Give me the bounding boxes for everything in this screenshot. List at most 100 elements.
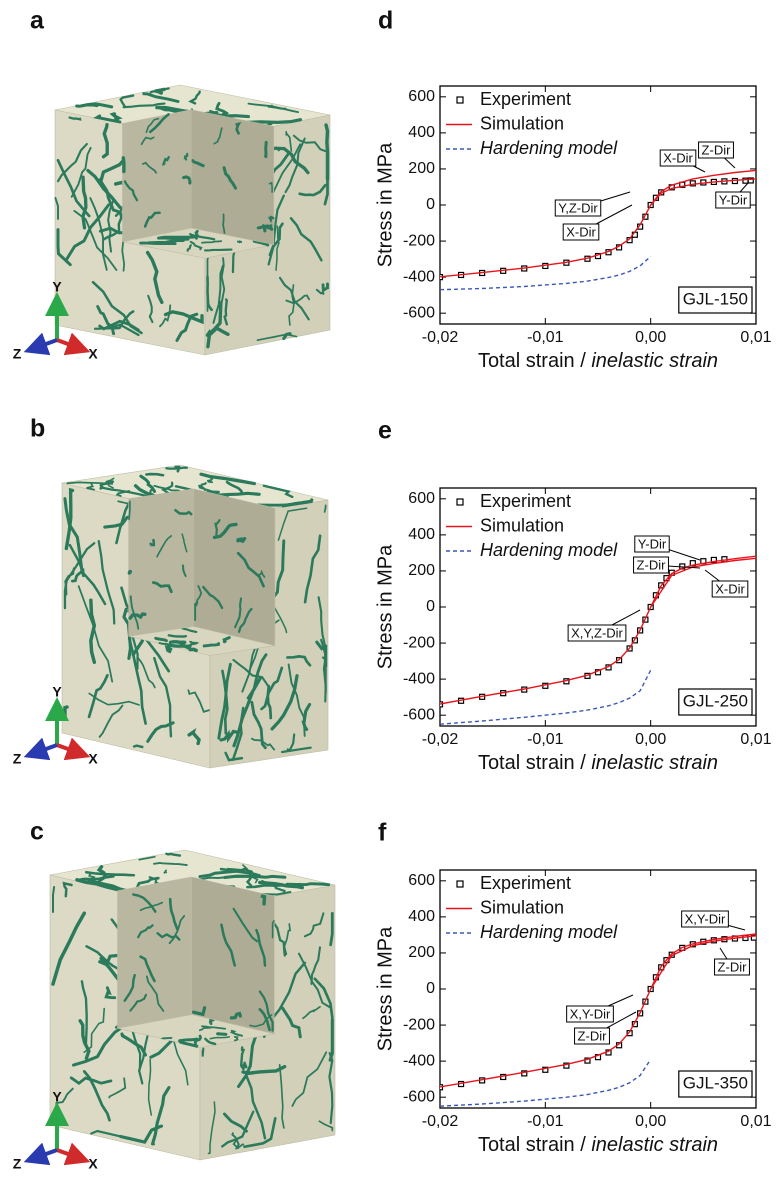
axis-arrow: [57, 340, 79, 348]
x-tick-label: 0,01: [740, 731, 771, 748]
graphite-streak: [141, 243, 176, 244]
grade-label: GJL-250: [679, 689, 752, 715]
y-tick-label: 400: [408, 124, 435, 141]
x-tick-label: -0,01: [527, 329, 564, 346]
x-tick-label: -0,02: [422, 731, 459, 748]
graphite-streak: [287, 884, 329, 885]
y-tick-label: -200: [403, 232, 435, 249]
x-axis-label-part: Total strain /: [478, 1134, 591, 1156]
panel-label: b: [30, 415, 45, 443]
cube-notch-face: [118, 877, 192, 1028]
annotation-label: X,Y-Dir: [570, 1006, 611, 1021]
axis-arrow: [35, 745, 57, 753]
annotation-label: Z-Dir: [578, 1028, 608, 1043]
y-tick-label: 0: [426, 980, 435, 997]
grade-label: GJL-150: [679, 287, 752, 313]
grade-label: GJL-350: [679, 1071, 752, 1097]
y-tick-label: -400: [403, 1052, 435, 1069]
triad-label: X: [88, 1156, 98, 1172]
annotation-label: X-Dir: [566, 224, 596, 239]
triad-label: Z: [13, 1156, 22, 1172]
panel-label: a: [30, 7, 45, 35]
cube-notch-face: [123, 110, 192, 242]
axis-arrow: [57, 1150, 79, 1158]
axis-arrow: [35, 1150, 57, 1158]
legend-label: Experiment: [480, 491, 571, 511]
hardening-line: [440, 670, 651, 724]
x-axis-label-part: inelastic strain: [591, 1134, 718, 1156]
annotation-label: Z-Dir: [718, 959, 748, 974]
triad-label: Y: [52, 279, 62, 295]
graphite-streak: [326, 125, 327, 179]
x-axis-label-part: inelastic strain: [591, 350, 718, 372]
y-tick-label: -600: [403, 706, 435, 723]
graphite-streak: [77, 105, 97, 106]
x-tick-label: -0,02: [422, 1113, 459, 1130]
y-axis-label: Stress in MPa: [374, 926, 396, 1051]
graphite-streak: [70, 118, 81, 120]
legend-label: Experiment: [480, 873, 571, 893]
legend-label: Hardening model: [480, 540, 618, 560]
x-axis-label: Total strain / inelastic strain: [478, 752, 718, 774]
graphite-streak: [205, 250, 231, 251]
cube: Y Z X: [13, 850, 335, 1172]
legend-marker: [457, 881, 463, 887]
annotation: X,Y,Z-Dir: [568, 610, 640, 641]
annotation-label: Y,Z-Dir: [558, 200, 598, 215]
graphite-streak: [159, 238, 189, 239]
chart: -600-400-2000200400600-0,02-0,010,000,01…: [374, 488, 771, 774]
annotation-label: Y-Dir: [638, 536, 667, 551]
annotation: Z-Dir: [699, 142, 735, 168]
cube: Y Z X: [13, 85, 330, 362]
graphite-streak: [163, 1038, 171, 1039]
x-tick-label: 0,01: [740, 329, 771, 346]
y-tick-label: 400: [408, 526, 435, 543]
triad-label: Y: [52, 1089, 62, 1105]
x-tick-label: 0,00: [635, 329, 666, 346]
panel-label: d: [378, 7, 393, 35]
y-tick-label: 600: [408, 88, 435, 105]
graphite-streak: [53, 887, 54, 912]
graphite-streak: [146, 474, 163, 475]
x-axis-label: Total strain / inelastic strain: [478, 1134, 718, 1156]
annotation-label: Y-Dir: [719, 192, 748, 207]
graphite-streak: [129, 571, 130, 574]
y-tick-label: -200: [403, 1016, 435, 1033]
grade-text: GJL-150: [683, 289, 748, 308]
y-tick-label: 200: [408, 160, 435, 177]
x-axis-label-part: inelastic strain: [591, 752, 718, 774]
figure: abcdefYZXYZXYZX-600-400-2000200400600-0,…: [0, 0, 776, 1181]
annotation: Y-Dir: [635, 536, 700, 560]
triad-label: X: [88, 346, 98, 362]
y-tick-label: -200: [403, 634, 435, 651]
graphite-streak: [210, 1020, 212, 1024]
y-tick-label: 600: [408, 872, 435, 889]
cube-notch-face: [194, 489, 275, 646]
triad-label: X: [88, 751, 98, 767]
y-tick-label: 600: [408, 490, 435, 507]
panel-label: c: [30, 818, 44, 846]
legend-label: Experiment: [480, 89, 571, 109]
grade-text: GJL-350: [683, 1073, 748, 1092]
y-axis-label: Stress in MPa: [374, 142, 396, 267]
y-tick-label: 200: [408, 562, 435, 579]
triad-label: Z: [13, 346, 22, 362]
y-tick-label: 400: [408, 908, 435, 925]
cube-notch-face: [191, 110, 274, 245]
legend-label: Simulation: [480, 113, 564, 133]
x-tick-label: 0,00: [635, 731, 666, 748]
graphite-streak: [169, 635, 186, 636]
graphite-streak: [325, 505, 326, 512]
legend-label: Hardening model: [480, 138, 618, 158]
y-tick-label: 0: [426, 196, 435, 213]
grade-text: GJL-250: [683, 691, 748, 710]
annotation: Z-Dir: [715, 948, 750, 975]
legend-marker: [457, 97, 463, 103]
x-axis-label-part: Total strain /: [478, 350, 591, 372]
y-tick-label: -600: [403, 1088, 435, 1105]
legend-marker: [457, 499, 463, 505]
x-axis-label-part: Total strain /: [478, 752, 591, 774]
hardening-line: [440, 1059, 651, 1106]
chart: -600-400-2000200400600-0,02-0,010,000,01…: [374, 870, 771, 1156]
